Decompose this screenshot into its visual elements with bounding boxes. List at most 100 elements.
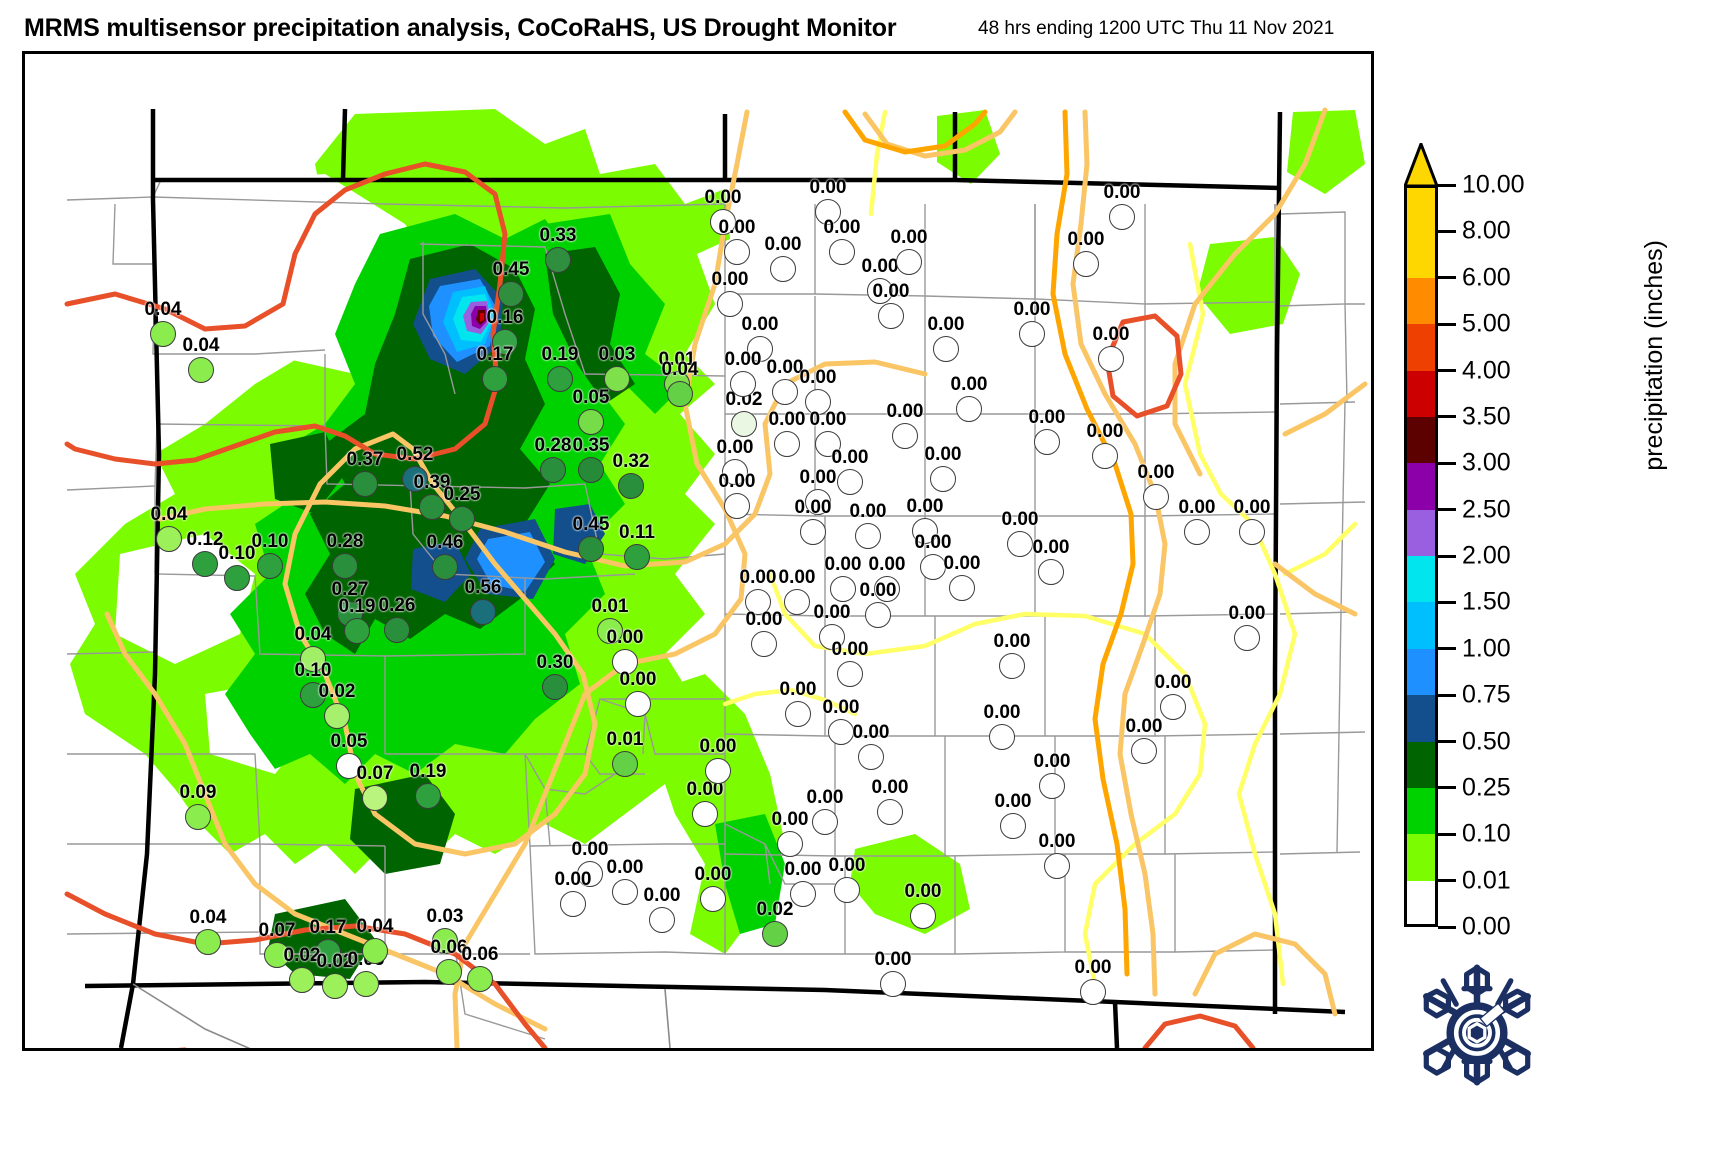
colorbar-band <box>1404 509 1438 556</box>
station-value-label: 0.19 <box>338 596 376 617</box>
station-marker-icon <box>188 357 214 383</box>
station-value-label: 0.00 <box>914 532 952 553</box>
station-marker-icon <box>892 423 918 449</box>
station-marker-icon <box>710 209 736 235</box>
station-value-label: 0.00 <box>1154 672 1192 693</box>
station-marker-icon <box>578 409 604 435</box>
station-marker-icon <box>867 278 893 304</box>
station-marker-icon <box>547 366 573 392</box>
station-value-label: 0.00 <box>943 553 981 574</box>
station-marker-icon <box>432 554 458 580</box>
station-marker-icon <box>1073 251 1099 277</box>
station-value-label: 0.00 <box>831 447 869 468</box>
station-value-label: 0.27 <box>331 579 369 600</box>
station-value-label: 0.00 <box>1178 497 1216 518</box>
station-value-label: 0.11 <box>619 522 655 543</box>
station-value-label: 0.26 <box>378 595 416 616</box>
station-marker-icon <box>432 928 458 954</box>
colorbar-max-arrow <box>1404 143 1438 187</box>
station-value-label: 0.07 <box>258 920 296 941</box>
station-marker-icon <box>1160 694 1186 720</box>
station-value-label: 0.00 <box>871 777 909 798</box>
station-marker-icon <box>156 526 182 552</box>
station-value-label: 0.00 <box>809 409 847 430</box>
colorbar-tick <box>1438 369 1456 372</box>
station-value-label: 0.00 <box>716 437 754 458</box>
station-marker-icon <box>578 457 604 483</box>
page-title: MRMS multisensor precipitation analysis,… <box>24 14 897 42</box>
station-marker-icon <box>150 321 176 347</box>
station-value-label: 0.00 <box>619 669 657 690</box>
colorbar-tick <box>1438 600 1456 604</box>
station-value-label: 0.04 <box>356 916 394 937</box>
station-marker-icon <box>192 551 218 577</box>
station-marker-icon <box>772 379 798 405</box>
station-marker-icon <box>812 809 838 835</box>
station-marker-icon <box>597 618 623 644</box>
station-marker-icon <box>912 518 938 544</box>
colorbar-tick <box>1438 786 1456 790</box>
station-value-label: 0.00 <box>778 567 816 588</box>
colorbar-tick <box>1438 229 1456 233</box>
station-value-label: 0.01 <box>606 729 644 750</box>
station-marker-icon <box>855 523 881 549</box>
station-value-label: 0.00 <box>724 349 762 370</box>
station-marker-icon <box>722 459 748 485</box>
station-marker-icon <box>289 967 315 993</box>
station-value-label: 0.17 <box>476 344 514 365</box>
station-marker-icon <box>829 239 855 265</box>
station-value-label: 0.00 <box>1028 407 1066 428</box>
colorbar-band <box>1404 416 1438 464</box>
station-marker-icon <box>604 366 630 392</box>
colorbar-band <box>1404 324 1438 371</box>
station-value-label: 0.02 <box>283 945 321 966</box>
colorbar-tick-label: 8.00 <box>1462 216 1511 245</box>
station-marker-icon <box>930 466 956 492</box>
colorbar-tick <box>1438 740 1456 743</box>
station-value-label: 0.32 <box>612 451 650 472</box>
station-value-label: 0.00 <box>1125 716 1163 737</box>
station-marker-icon <box>770 256 796 282</box>
station-value-label: 0.00 <box>824 554 862 575</box>
station-marker-icon <box>344 618 370 644</box>
station-marker-icon <box>332 553 358 579</box>
station-marker-icon <box>300 646 326 672</box>
station-value-label: 0.00 <box>554 869 592 890</box>
station-value-label: 0.05 <box>330 731 368 752</box>
colorbar-band <box>1404 185 1438 232</box>
colorbar-band <box>1404 463 1438 510</box>
colorbar-tick-label: 0.01 <box>1462 866 1511 895</box>
station-marker-icon <box>730 371 756 397</box>
station-marker-icon <box>315 939 341 965</box>
station-marker-icon <box>762 921 788 947</box>
station-marker-icon <box>865 602 891 628</box>
station-marker-icon <box>300 682 326 708</box>
station-marker-icon <box>1038 559 1064 585</box>
station-marker-icon <box>874 576 900 602</box>
station-marker-icon <box>625 691 651 717</box>
station-value-label: 0.00 <box>779 679 817 700</box>
station-value-label: 0.00 <box>890 227 928 248</box>
colorbar-tick <box>1438 554 1456 558</box>
colorbar-tick-label: 0.75 <box>1462 680 1511 709</box>
station-value-label: 0.03 <box>426 906 464 927</box>
colorbar-band <box>1404 648 1438 696</box>
station-marker-icon <box>1034 429 1060 455</box>
station-value-label: 0.10 <box>251 531 289 552</box>
station-value-label: 0.00 <box>1074 957 1112 978</box>
colorbar-tick <box>1438 508 1456 512</box>
station-marker-icon <box>1000 813 1026 839</box>
station-value-label: 0.02 <box>318 681 356 702</box>
colorbar-tick-label: 0.00 <box>1462 912 1511 941</box>
colorbar-band <box>1404 787 1438 835</box>
colorbar-tick <box>1438 693 1456 697</box>
station-value-label: 0.39 <box>413 472 451 493</box>
station-marker-icon <box>560 891 586 917</box>
station-value-label: 0.16 <box>486 307 524 328</box>
station-value-label: 0.00 <box>1086 421 1124 442</box>
map-canvas[interactable]: 0.04 0.04 0.45 0.33 0.16 0.17 0.19 0.03 0.01 0.04… <box>22 51 1374 1051</box>
colorbar-tick-label: 4.00 <box>1462 356 1511 384</box>
station-value-label: 0.04 <box>294 624 332 645</box>
station-value-label: 0.02 <box>316 951 354 972</box>
